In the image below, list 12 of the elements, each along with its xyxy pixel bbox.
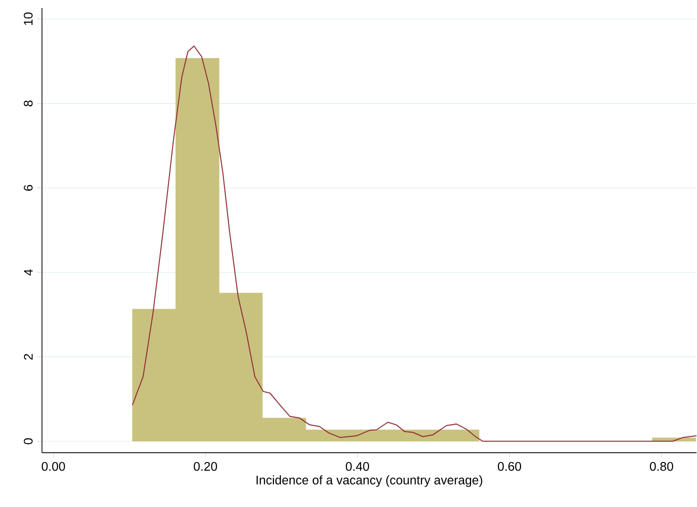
x-tick-label: 0.40 [346, 462, 370, 472]
y-tick-label: 2 [24, 354, 33, 360]
x-tick-label: 0.80 [650, 462, 674, 472]
y-tick-label: 4 [24, 269, 33, 276]
x-tick-label: 0.60 [498, 462, 522, 472]
y-tick-label: 6 [24, 185, 33, 191]
y-tick-label: 10 [24, 12, 33, 26]
x-tick-label: 0.20 [194, 462, 218, 472]
x-axis-title: Incidence of a vacancy (country average) [256, 475, 482, 488]
y-tick-label: 0 [24, 438, 33, 444]
x-tick-label: 0.00 [42, 462, 65, 472]
y-tick-label: 8 [24, 100, 33, 107]
